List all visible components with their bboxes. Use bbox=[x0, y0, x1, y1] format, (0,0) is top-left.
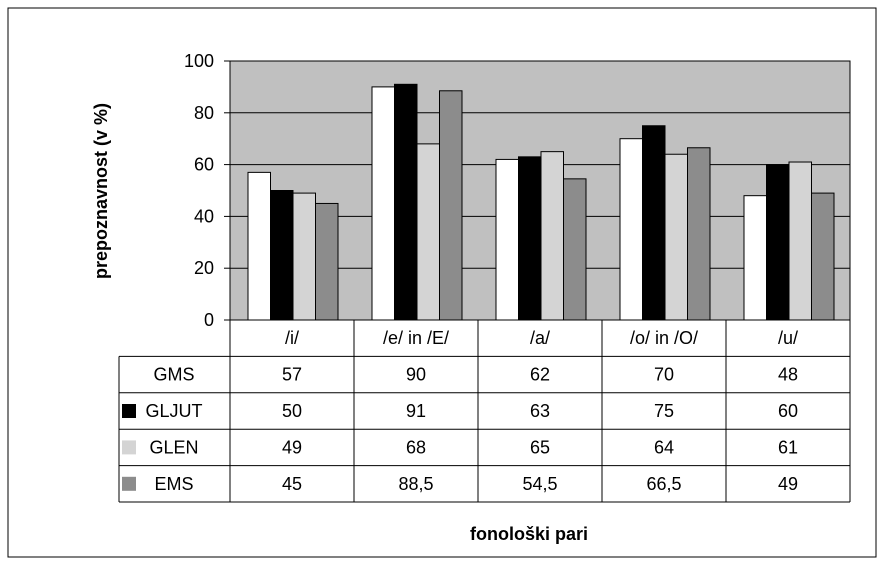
legend-label: EMS bbox=[154, 474, 193, 494]
y-tick-label: 0 bbox=[204, 310, 214, 330]
bar-ems-1 bbox=[439, 90, 463, 321]
x-tick-label: /i/ bbox=[285, 328, 299, 348]
y-tick-label: 60 bbox=[194, 155, 214, 175]
bar-glen-2 bbox=[540, 151, 564, 321]
y-tick-label: 100 bbox=[184, 51, 214, 71]
legend-label: GLEN bbox=[149, 437, 198, 457]
table-cell-value: 68 bbox=[406, 437, 426, 457]
table-cell-value: 88,5 bbox=[398, 474, 433, 494]
y-axis: 0 20 40 60 80 100 bbox=[184, 51, 230, 330]
x-tick-label: /e/ in /E/ bbox=[383, 328, 449, 348]
bar-glen-0 bbox=[292, 192, 316, 321]
bar-gms-3 bbox=[619, 138, 643, 321]
bar-gljut-0 bbox=[270, 190, 294, 321]
bar-glen-3 bbox=[664, 153, 688, 321]
bar-glen-1 bbox=[416, 143, 440, 321]
data-table: /i/ /e/ in /E/ /a/ /o/ in /O/ /u/GMS 57 90 62 70… bbox=[118, 320, 851, 503]
x-tick-label: /u/ bbox=[778, 328, 798, 348]
table-cell-value: 66,5 bbox=[646, 474, 681, 494]
bar-ems-0 bbox=[315, 202, 339, 321]
legend-key-ems bbox=[122, 476, 136, 491]
bar-gljut-3 bbox=[642, 125, 666, 321]
bar-gms-1 bbox=[371, 86, 395, 321]
table-cell-value: 57 bbox=[282, 365, 302, 385]
table-cell-value: 50 bbox=[282, 401, 302, 421]
table-cell-value: 91 bbox=[406, 401, 426, 421]
legend-key-glen bbox=[122, 440, 136, 455]
table-cell-value: 45 bbox=[282, 474, 302, 494]
table-cell-value: 90 bbox=[406, 365, 426, 385]
y-tick-label: 20 bbox=[194, 258, 214, 278]
bar-gms-2 bbox=[495, 158, 519, 321]
bar-ems-4 bbox=[811, 192, 835, 321]
bars bbox=[247, 83, 835, 321]
table-cell-value: 54,5 bbox=[522, 474, 557, 494]
bar-gljut-1 bbox=[394, 83, 418, 321]
legend-label: GMS bbox=[153, 365, 194, 385]
bar-glen-4 bbox=[788, 161, 812, 321]
table-cell-value: 48 bbox=[778, 365, 798, 385]
table-cell-value: 70 bbox=[654, 365, 674, 385]
table-cell-value: 49 bbox=[778, 474, 798, 494]
table-cell-value: 61 bbox=[778, 437, 798, 457]
bar-gljut-2 bbox=[518, 156, 542, 321]
x-tick-label: /a/ bbox=[530, 328, 550, 348]
table-cell-value: 75 bbox=[654, 401, 674, 421]
legend-label: GLJUT bbox=[145, 401, 202, 421]
table-cell-value: 65 bbox=[530, 437, 550, 457]
y-tick-label: 40 bbox=[194, 206, 214, 226]
legend-key-gljut bbox=[122, 404, 136, 418]
y-axis-label: prepoznavnost (v %) bbox=[91, 103, 111, 279]
bar-gms-0 bbox=[247, 171, 271, 321]
y-tick-label: 80 bbox=[194, 103, 214, 123]
table-cell-value: 60 bbox=[778, 401, 798, 421]
x-tick-label: /o/ in /O/ bbox=[630, 328, 698, 348]
bar-gms-4 bbox=[743, 195, 767, 321]
table-cell-value: 49 bbox=[282, 437, 302, 457]
bar-ems-2 bbox=[563, 178, 587, 321]
bar-ems-3 bbox=[687, 147, 711, 321]
table-cell-value: 64 bbox=[654, 437, 674, 457]
table-cell-value: 62 bbox=[530, 365, 550, 385]
x-axis-label: fonološki pari bbox=[470, 524, 588, 544]
bar-gljut-4 bbox=[766, 164, 790, 321]
table-cell-value: 63 bbox=[530, 401, 550, 421]
